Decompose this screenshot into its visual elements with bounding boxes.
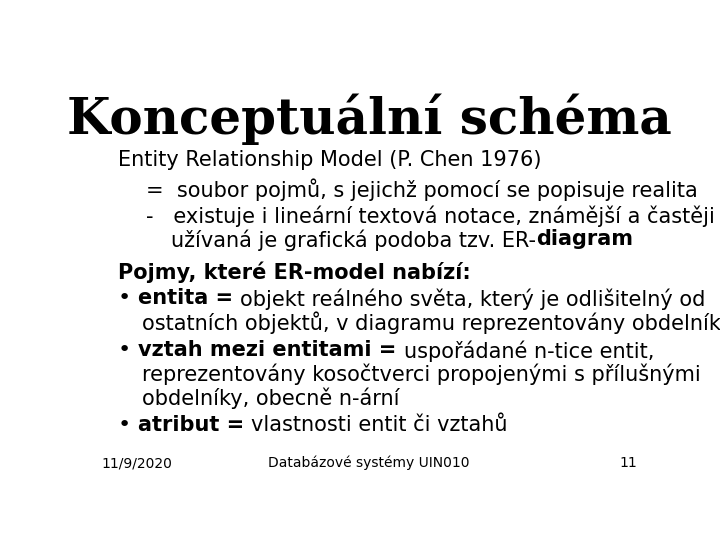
Text: diagram: diagram <box>536 230 633 249</box>
Text: 11: 11 <box>619 456 637 470</box>
Text: uspořádané n-tice entit,: uspořádané n-tice entit, <box>404 340 654 362</box>
Text: •: • <box>118 415 131 435</box>
Text: -   existuje i lineární textová notace, známější a častěji: - existuje i lineární textová notace, zn… <box>145 206 715 227</box>
Text: reprezentovány kosočtverci propojenými s přílušnými: reprezentovány kosočtverci propojenými s… <box>142 364 701 385</box>
Text: vlastnosti entit či vztahů: vlastnosti entit či vztahů <box>251 415 508 435</box>
Text: užívaná je grafická podoba tzv. ER-: užívaná je grafická podoba tzv. ER- <box>171 230 536 251</box>
Text: 11/9/2020: 11/9/2020 <box>101 456 172 470</box>
Text: ostatních objektů, v diagramu reprezentovány obdelníky: ostatních objektů, v diagramu reprezento… <box>142 312 720 334</box>
Text: Konceptuální schéma: Konceptuální schéma <box>67 94 671 145</box>
Text: obdelníky, obecně n-ární: obdelníky, obecně n-ární <box>142 388 400 409</box>
Text: vztah mezi entitami =: vztah mezi entitami = <box>138 340 404 360</box>
Text: atribut =: atribut = <box>138 415 251 435</box>
Text: Entity Relationship Model (P. Chen 1976): Entity Relationship Model (P. Chen 1976) <box>118 150 541 170</box>
Text: •: • <box>118 340 131 360</box>
Text: Pojmy, které ER-model nabízí:: Pojmy, které ER-model nabízí: <box>118 261 471 282</box>
Text: Databázové systémy UIN010: Databázové systémy UIN010 <box>269 456 469 470</box>
Text: entita =: entita = <box>138 288 240 308</box>
Text: objekt reálného světa, který je odlišitelný od: objekt reálného světa, který je odlišite… <box>240 288 706 309</box>
Text: •: • <box>118 288 131 308</box>
Text: =  soubor pojmů, s jejichž pomocí se popisuje realita: = soubor pojmů, s jejichž pomocí se popi… <box>145 178 698 200</box>
